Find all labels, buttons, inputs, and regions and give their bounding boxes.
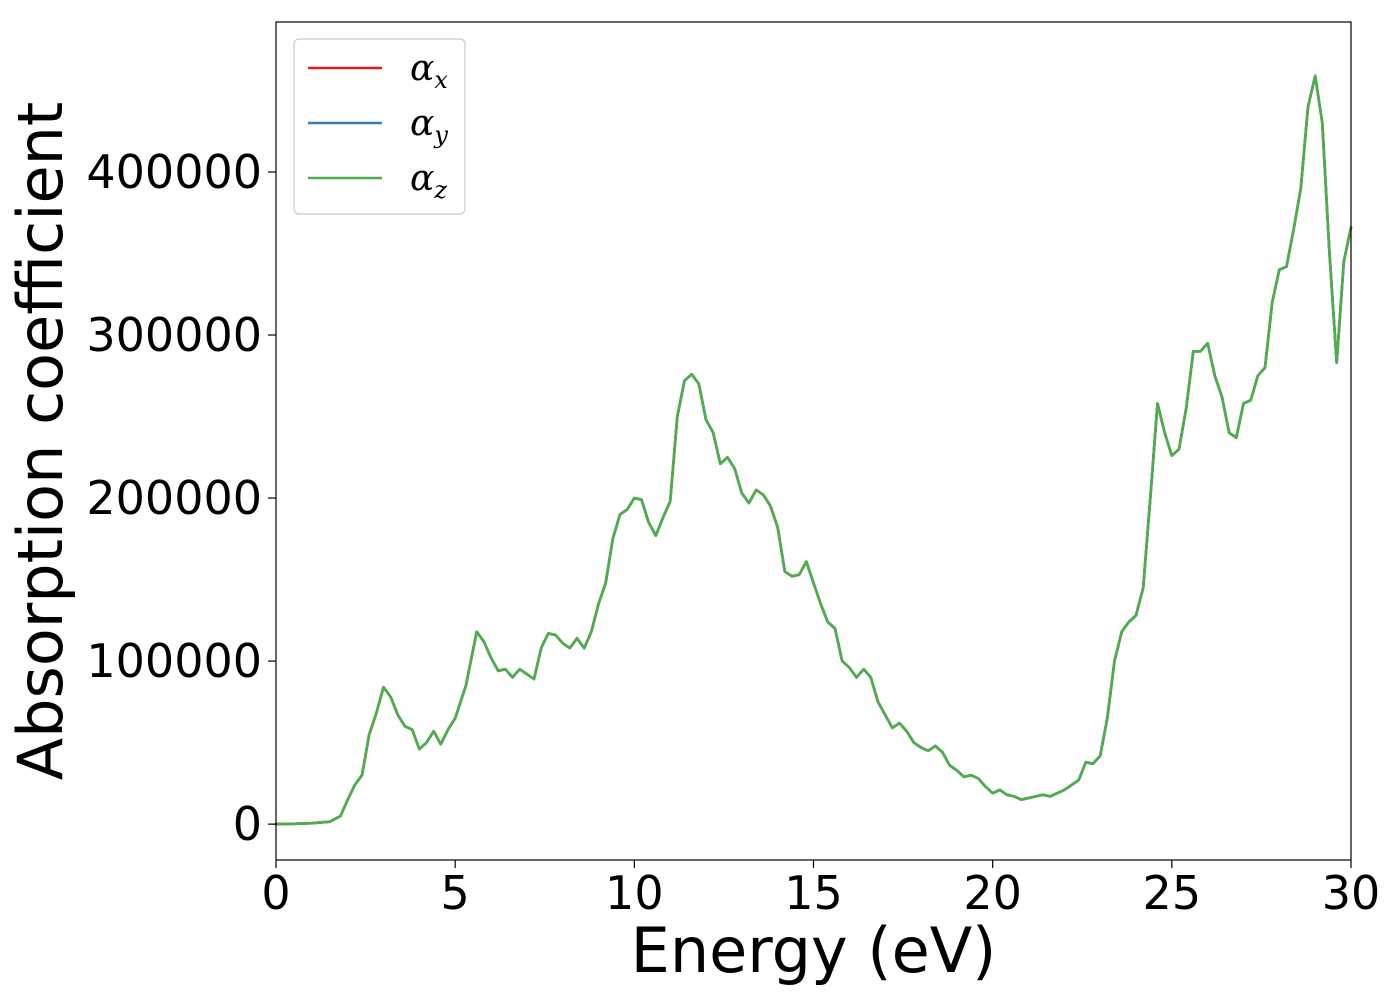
legend: αx αy αz: [293, 38, 466, 215]
x-axis-title: Energy (eV): [631, 914, 997, 987]
legend-box: [293, 38, 466, 215]
x-tick-label: 0: [261, 866, 290, 920]
legend-label-y: αy: [410, 103, 448, 149]
x-tick-label: 30: [1322, 866, 1381, 920]
y-tick-label: 300000: [86, 308, 262, 362]
x-tick-label: 15: [784, 866, 843, 920]
y-tick-label: 400000: [86, 145, 262, 199]
x-axis-ticks: 0 5 10 15 20 25 30: [261, 860, 1380, 920]
y-axis-ticks: 0 100000 200000 300000 400000: [86, 145, 276, 851]
y-tick-label: 200000: [86, 471, 262, 525]
series-layer: [274, 74, 1353, 826]
x-tick-label: 10: [605, 866, 664, 920]
y-tick-label: 0: [233, 797, 262, 851]
legend-label-x: αx: [410, 48, 448, 94]
x-tick-label: 25: [1143, 866, 1202, 920]
y-axis-title: Absorption coefficient: [4, 102, 77, 781]
x-tick-label: 20: [963, 866, 1022, 920]
series-line-z: [274, 74, 1353, 826]
y-tick-label: 100000: [86, 634, 262, 688]
x-tick-label: 5: [441, 866, 470, 920]
legend-label-z: αz: [410, 158, 447, 204]
